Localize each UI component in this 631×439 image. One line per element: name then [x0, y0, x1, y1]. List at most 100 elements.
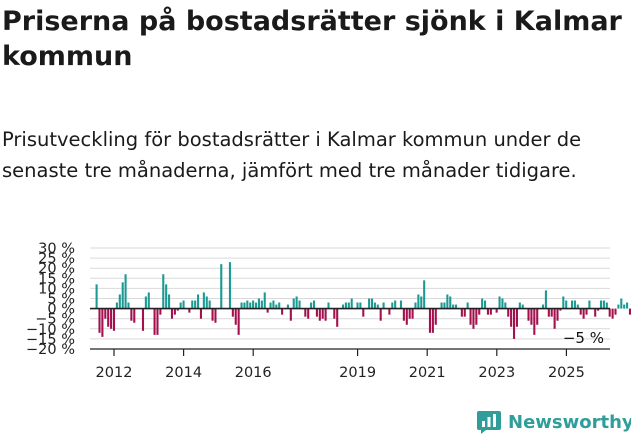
bar — [512, 308, 516, 339]
bar — [220, 264, 223, 309]
bar — [168, 294, 171, 309]
bar — [133, 308, 136, 323]
bar — [434, 308, 437, 325]
bar — [486, 308, 489, 315]
x-tick-label: 2014 — [165, 365, 202, 381]
bar — [428, 308, 432, 333]
bar — [501, 298, 504, 309]
bar — [620, 298, 623, 309]
bar — [623, 304, 626, 309]
bar — [246, 300, 249, 309]
bar — [530, 308, 533, 325]
bar — [455, 304, 458, 309]
bar — [263, 292, 266, 309]
bar — [228, 262, 231, 309]
bar — [214, 308, 217, 323]
x-tick-label: 2025 — [548, 365, 585, 381]
bar — [521, 304, 524, 309]
x-tick-label: 2012 — [96, 365, 133, 381]
bar — [452, 304, 455, 309]
bar — [107, 308, 110, 327]
bar — [324, 308, 327, 321]
bar — [197, 294, 200, 309]
x-tick-label: 2019 — [339, 365, 376, 381]
bar — [194, 300, 197, 309]
bar — [585, 308, 588, 315]
y-tick-label: −10 % — [26, 322, 75, 338]
bar — [188, 308, 191, 313]
bar — [179, 302, 182, 309]
newsworthy-chat-bar-icon — [477, 411, 501, 434]
bar — [252, 300, 255, 309]
y-tick-label: 30 % — [38, 241, 75, 257]
bar — [162, 274, 165, 309]
bar — [515, 308, 518, 327]
bar — [298, 300, 301, 309]
bar — [176, 308, 179, 311]
bar — [614, 308, 617, 315]
bar — [605, 302, 608, 309]
bar — [626, 302, 629, 309]
price-change-bar-chart: 30 %25 %20 %15 %10 %5 %0 %−5 %−10 %−15 %… — [26, 241, 631, 381]
y-tick-label: 25 % — [38, 251, 75, 267]
bar — [115, 302, 118, 309]
bar — [446, 294, 449, 309]
bar — [498, 296, 501, 309]
bar — [394, 300, 397, 309]
x-tick-label: 2016 — [235, 365, 272, 381]
bar — [481, 298, 484, 309]
bar — [286, 304, 289, 309]
x-tick-label: 2023 — [478, 365, 515, 381]
bar — [315, 308, 318, 317]
bar — [550, 308, 553, 317]
y-tick-label: 15 % — [38, 271, 75, 287]
bar — [269, 302, 272, 309]
bar — [130, 308, 133, 321]
bar — [449, 296, 452, 309]
y-tick-label: 0 % — [47, 302, 75, 318]
tick-labels: 30 %25 %20 %15 %10 %5 %0 %−5 %−10 %−15 %… — [26, 241, 604, 381]
chart-subtitle: Prisutveckling för bostadsrätter i Kalma… — [2, 128, 582, 182]
bar — [112, 308, 116, 331]
bar — [594, 308, 597, 317]
bar — [489, 308, 492, 315]
bar — [582, 308, 585, 319]
bar — [281, 308, 284, 315]
bar — [336, 308, 339, 327]
bar — [118, 294, 121, 309]
bar — [110, 308, 113, 329]
bar — [536, 308, 539, 325]
bar — [579, 308, 582, 315]
bar — [101, 308, 104, 337]
bar — [417, 294, 420, 309]
bar — [588, 300, 591, 309]
bar — [304, 308, 307, 317]
bar — [121, 282, 124, 309]
bar — [240, 302, 243, 309]
bar — [356, 302, 359, 309]
y-tick-label: 10 % — [38, 281, 75, 297]
bar — [98, 308, 101, 333]
bar — [368, 298, 371, 309]
bar — [527, 308, 530, 321]
bar — [173, 308, 176, 315]
bar — [411, 308, 414, 319]
bar — [562, 296, 565, 309]
bar — [565, 300, 568, 309]
axes — [90, 307, 610, 356]
bar — [257, 298, 260, 309]
bar — [278, 302, 281, 309]
bar — [312, 300, 316, 309]
bar — [141, 308, 145, 331]
bar — [191, 300, 194, 309]
bar — [466, 302, 469, 309]
bar — [127, 302, 130, 309]
bar — [611, 308, 614, 319]
bar — [370, 298, 374, 309]
bar — [307, 308, 310, 319]
y-tick-label: −5 % — [35, 312, 75, 328]
bar — [147, 292, 150, 309]
bar — [333, 308, 336, 319]
bar — [156, 308, 159, 335]
bar — [510, 308, 513, 327]
